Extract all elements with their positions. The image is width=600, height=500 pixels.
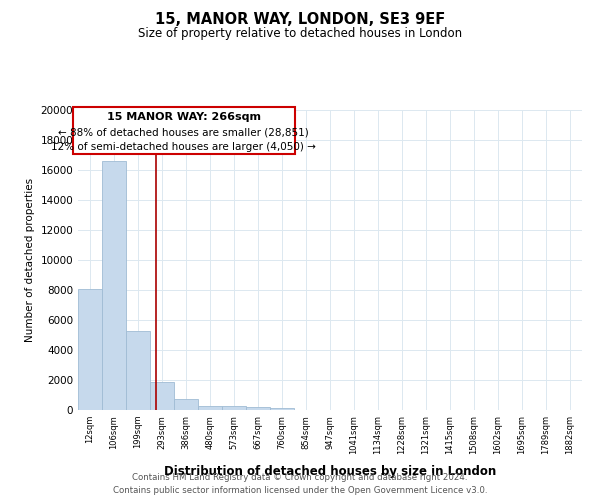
Bar bbox=[150, 382, 174, 410]
Text: 15, MANOR WAY, LONDON, SE3 9EF: 15, MANOR WAY, LONDON, SE3 9EF bbox=[155, 12, 445, 28]
Text: Contains HM Land Registry data © Crown copyright and database right 2024.: Contains HM Land Registry data © Crown c… bbox=[132, 472, 468, 482]
Y-axis label: Number of detached properties: Number of detached properties bbox=[25, 178, 35, 342]
Text: 12% of semi-detached houses are larger (4,050) →: 12% of semi-detached houses are larger (… bbox=[52, 142, 316, 152]
Bar bbox=[270, 408, 294, 410]
FancyBboxPatch shape bbox=[73, 107, 295, 154]
Bar bbox=[174, 399, 198, 410]
Bar bbox=[222, 406, 246, 410]
Text: ← 88% of detached houses are smaller (28,851): ← 88% of detached houses are smaller (28… bbox=[58, 128, 309, 138]
Text: 15 MANOR WAY: 266sqm: 15 MANOR WAY: 266sqm bbox=[107, 112, 261, 122]
Text: Contains public sector information licensed under the Open Government Licence v3: Contains public sector information licen… bbox=[113, 486, 487, 495]
Bar bbox=[246, 407, 270, 410]
Bar bbox=[126, 330, 150, 410]
Bar bbox=[78, 288, 102, 410]
Text: Size of property relative to detached houses in London: Size of property relative to detached ho… bbox=[138, 28, 462, 40]
Bar bbox=[102, 161, 126, 410]
X-axis label: Distribution of detached houses by size in London: Distribution of detached houses by size … bbox=[164, 465, 496, 478]
Bar bbox=[198, 406, 222, 410]
